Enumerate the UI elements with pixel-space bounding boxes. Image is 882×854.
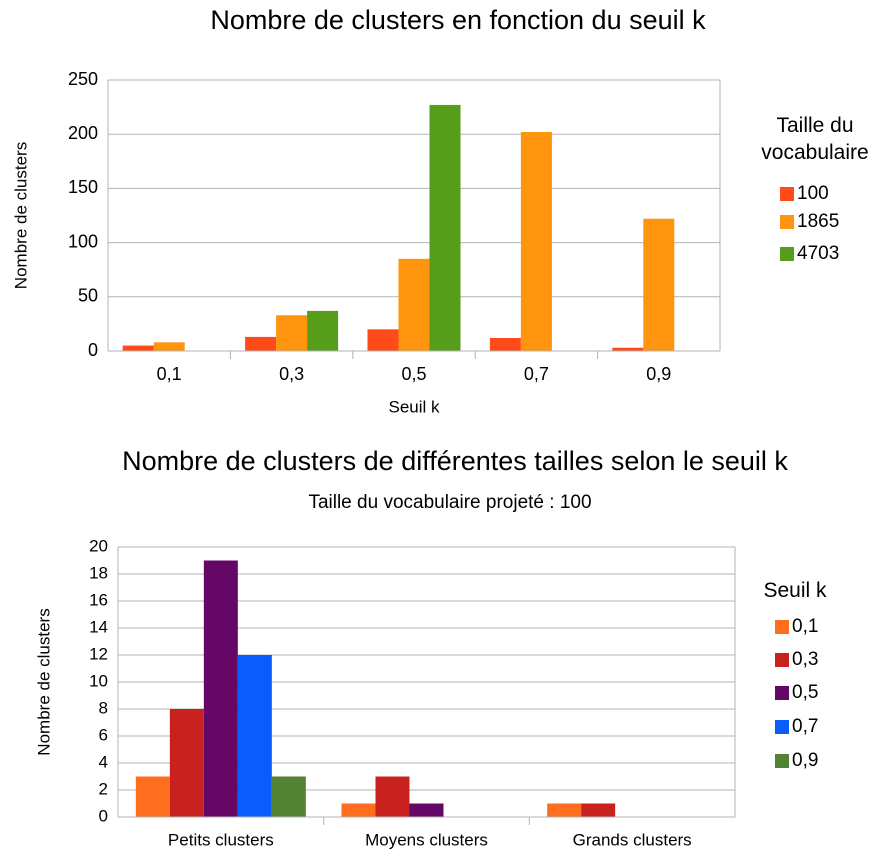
legend-label: 0,1 [792,616,818,637]
chart-title: Nombre de clusters de différentes taille… [122,446,788,476]
y-axis-label: Nombre de clusters [34,608,53,755]
y-tick-label: 16 [89,590,108,609]
y-tick-label: 0 [99,806,108,825]
bar [245,336,277,351]
bar [612,347,644,351]
y-tick-label: 250 [68,69,98,89]
legend-swatch [775,754,789,768]
x-tick-label: 0,3 [279,364,304,384]
bar [341,803,376,817]
y-tick-label: 10 [89,671,108,690]
legend-label: 0,9 [792,750,818,771]
x-tick-label: Moyens clusters [365,830,488,849]
x-tick-label: 0,9 [646,364,671,384]
bar [203,560,238,817]
legend-label: 0,3 [792,649,818,670]
bar [276,315,308,351]
y-tick-label: 50 [78,286,98,306]
y-tick-label: 18 [89,563,108,582]
y-tick-label: 20 [89,536,108,555]
bar [367,329,399,351]
y-tick-label: 4 [99,752,108,771]
y-tick-label: 8 [99,698,108,717]
legend-swatch [780,187,794,201]
x-tick-label: 0,1 [157,364,182,384]
chart-title: Nombre de clusters en fonction du seuil … [210,5,706,35]
legend-label: 0,7 [792,716,818,737]
legend-label: 1865 [797,211,839,232]
legend-swatch [775,653,789,667]
y-axis-label: Nombre de clusters [11,142,30,289]
legend-swatch [775,686,789,700]
bar [307,310,339,351]
bar [581,803,616,817]
bar [169,709,204,817]
bar [643,218,675,351]
bar [122,345,154,351]
y-tick-label: 200 [68,123,98,143]
y-tick-label: 100 [68,231,98,251]
x-tick-label: 0,7 [524,364,549,384]
legend-swatch [775,620,789,634]
chart-subtitle: Taille du vocabulaire projeté : 100 [308,492,591,513]
x-tick-label: Grands clusters [573,830,692,849]
legend-swatch [780,215,794,229]
y-tick-label: 6 [99,725,108,744]
bar [489,337,521,351]
bar [271,776,306,817]
bar [135,776,170,817]
y-tick-label: 150 [68,177,98,197]
x-tick-label: 0,5 [401,364,426,384]
y-tick-label: 0 [88,340,98,360]
legend-title: Seuil k [763,579,827,602]
legend-title: Taille du vocabulaire [761,114,869,164]
legend-swatch [780,247,794,261]
bar [520,132,552,351]
bar [429,104,461,351]
bar [398,258,430,351]
bar [409,803,444,817]
bar [237,655,272,817]
legend-swatch [775,720,789,734]
legend-label: 4703 [797,243,839,264]
y-tick-label: 12 [89,644,108,663]
bar [547,803,582,817]
x-axis-label: Seuil k [388,397,440,416]
y-tick-label: 14 [89,617,108,636]
x-tick-label: Petits clusters [168,830,274,849]
legend-label: 0,5 [792,682,818,703]
legend-label: 100 [797,183,829,204]
y-tick-label: 2 [99,779,108,798]
bar [375,776,410,817]
bar [153,342,185,351]
